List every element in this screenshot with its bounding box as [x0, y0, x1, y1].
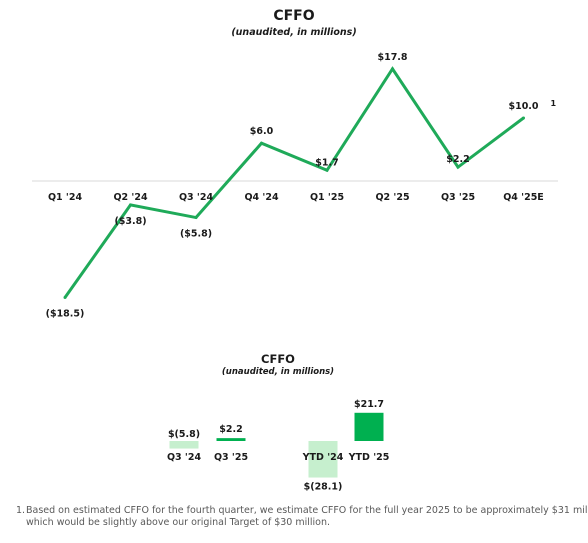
bar-value-label: $(5.8): [168, 429, 200, 440]
bar-value-label: $21.7: [354, 399, 384, 410]
data-label: $10.0: [508, 101, 538, 112]
x-tick-label: Q1 '24: [48, 192, 83, 203]
footnote-line-2: which would be slightly above our origin…: [26, 517, 331, 528]
data-point: [63, 296, 67, 300]
footnote: 1.Based on estimated CFFO for the fourth…: [16, 505, 588, 529]
data-label: $1.7: [315, 157, 338, 168]
data-point: [129, 203, 132, 207]
bar-category-label: YTD '24: [302, 452, 344, 463]
data-point: [522, 116, 525, 120]
data-point: [260, 141, 263, 145]
bar: [169, 441, 199, 449]
x-tick-label: Q2 '24: [113, 192, 148, 203]
bar-category-label: Q3 '24: [167, 452, 202, 463]
x-tick-label: Q2 '25: [375, 192, 409, 203]
data-label: ($3.8): [114, 216, 146, 227]
data-point: [325, 168, 329, 172]
bar: [354, 412, 384, 441]
x-tick-label: Q4 '25E: [503, 192, 544, 203]
bar-chart-subtitle: (unaudited, in millions): [221, 367, 335, 377]
footnote-line-1: Based on estimated CFFO for the fourth q…: [26, 505, 588, 516]
footnote-marker: 1: [551, 99, 557, 108]
bar-value-label: $(28.1): [304, 482, 343, 493]
x-tick-label: Q1 '25: [310, 192, 344, 203]
footnote-number: 1.: [16, 505, 26, 516]
cffo-series-line: [63, 66, 525, 299]
data-label: $17.8: [377, 52, 407, 63]
chart-subtitle: (unaudited, in millions): [231, 27, 357, 38]
data-label: $6.0: [250, 126, 274, 137]
data-label: ($18.5): [46, 309, 85, 320]
bar-value-label: $2.2: [219, 424, 242, 435]
data-label: ($5.8): [180, 229, 212, 240]
line-chart: Q1 '24 Q2 '24 Q3 '24 Q4 '24 Q1 '25 Q2 '25 Q3 '…: [32, 52, 558, 320]
bar-chart-title: CFFO: [261, 352, 295, 366]
x-tick-label: Q3 '25: [441, 192, 475, 203]
bar-chart: Q3 '24 Q3 '25 YTD '24 YTD '25 $(5.8) $2.2 $(28…: [167, 399, 390, 493]
data-point: [456, 165, 460, 169]
data-point: [194, 216, 198, 220]
bar: [308, 441, 338, 478]
bar-category-label: YTD '25: [348, 452, 390, 463]
data-point: [391, 67, 394, 71]
chart-title: CFFO: [273, 8, 315, 24]
data-label: $2.2: [446, 154, 469, 165]
x-tick-label: Q3 '24: [179, 192, 214, 203]
bar: [216, 438, 246, 441]
x-tick-label: Q4 '24: [244, 192, 279, 203]
bar-category-label: Q3 '25: [214, 452, 248, 463]
